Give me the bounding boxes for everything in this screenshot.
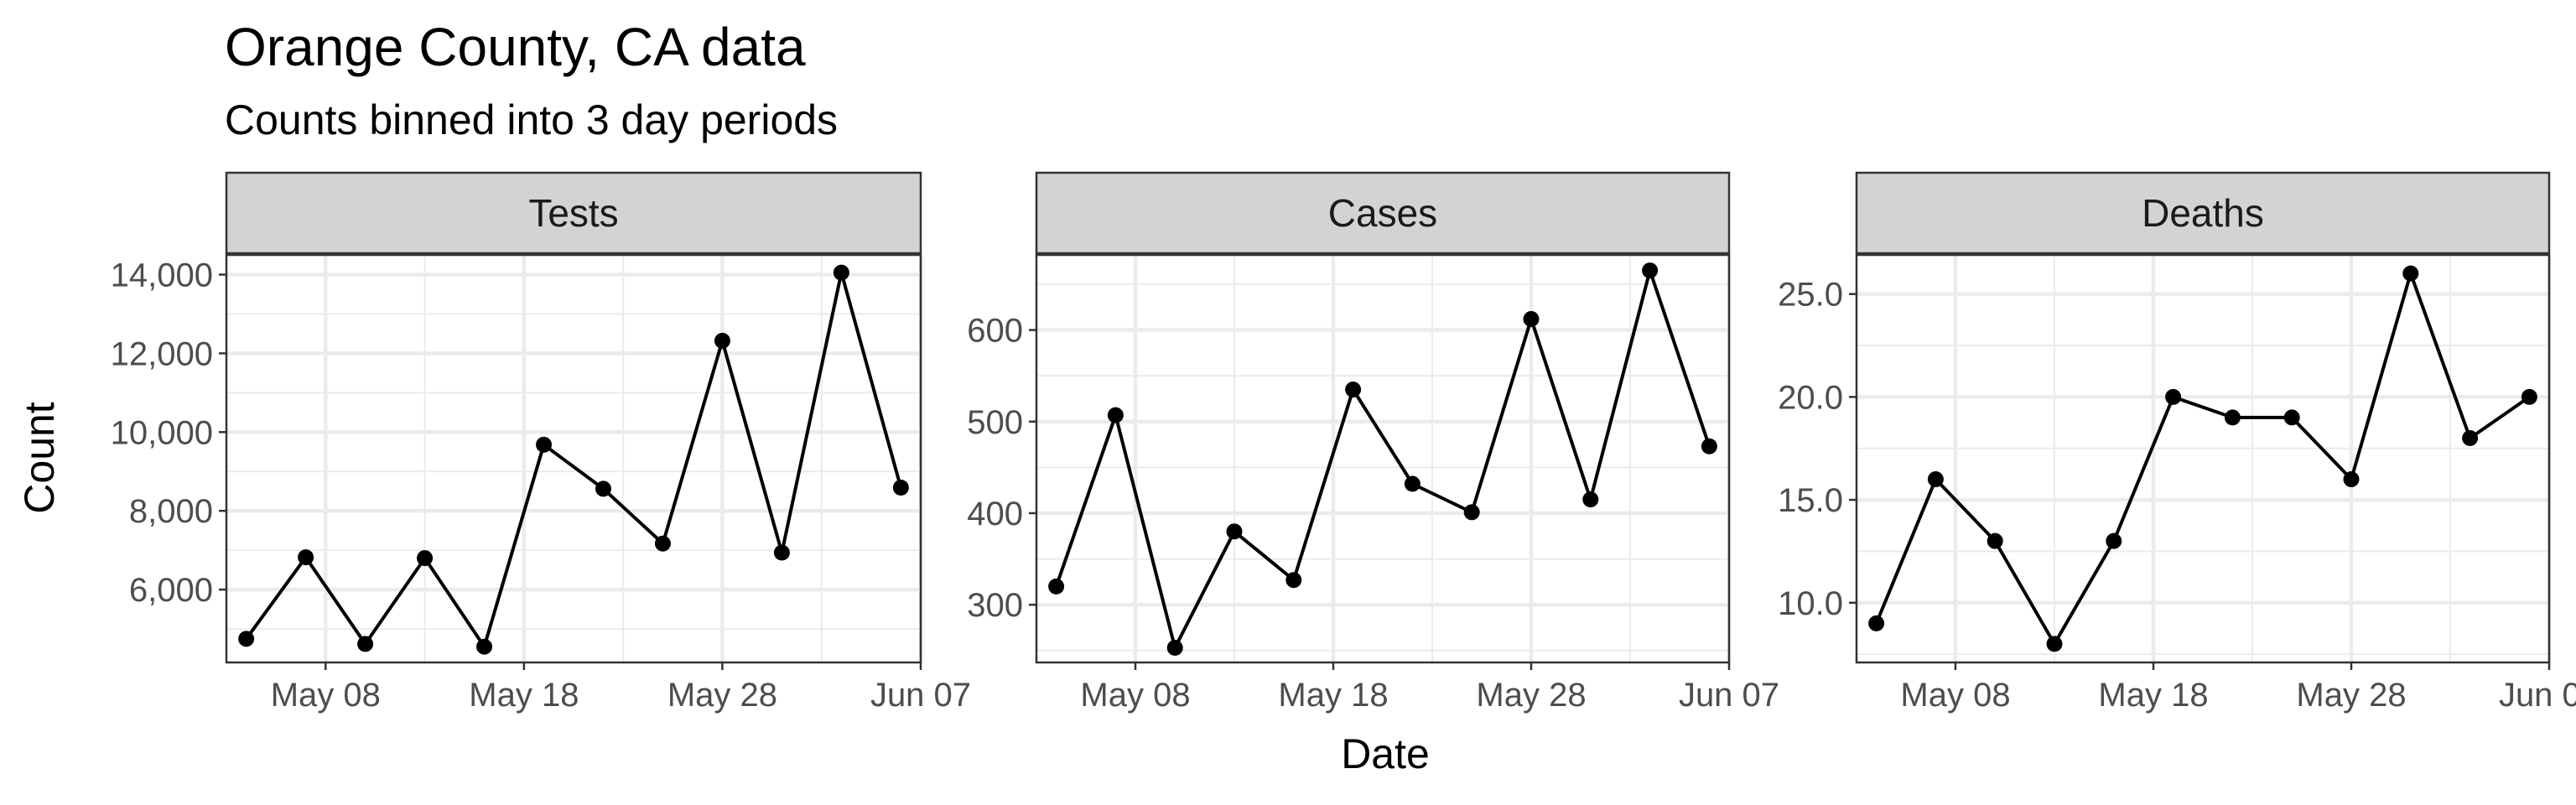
- data-point: [536, 436, 553, 453]
- series-line-cases: [1054, 268, 1711, 650]
- x-tick-label: May 18: [1278, 677, 1388, 714]
- data-point: [417, 550, 434, 567]
- data-point: [2402, 265, 2419, 282]
- data-point: [238, 631, 255, 647]
- y-tick-label: 6,000: [129, 572, 213, 609]
- data-point: [773, 544, 790, 561]
- plot-background: [1857, 255, 2549, 662]
- data-point: [654, 535, 671, 552]
- data-point: [1987, 532, 2003, 549]
- y-tick-label: 400: [967, 496, 1023, 532]
- x-tick-label: Jun 07: [870, 677, 971, 714]
- y-tick-label: 10,000: [111, 414, 213, 451]
- chart-title: Orange County, CA data: [225, 17, 806, 77]
- y-tick-label: 25.0: [1778, 277, 1843, 314]
- chart-subtitle: Counts binned into 3 day periods: [225, 96, 838, 143]
- y-tick-label: 500: [967, 404, 1023, 441]
- data-point: [1868, 615, 1885, 631]
- y-tick-label: 300: [967, 587, 1023, 624]
- x-axis-title: Date: [1341, 730, 1430, 777]
- data-point: [1523, 310, 1540, 327]
- data-point: [892, 480, 909, 496]
- data-point: [2106, 532, 2122, 549]
- x-tick-label: May 28: [2296, 677, 2406, 714]
- data-point: [357, 636, 374, 652]
- x-tick-label: May 08: [1080, 677, 1190, 714]
- x-tick-label: May 18: [2098, 677, 2208, 714]
- panel-tests: Tests 6,000 8,000 10,000 12,000 14,000 May 08 M…: [111, 171, 971, 714]
- plot-background: [226, 255, 921, 662]
- data-point: [595, 480, 611, 497]
- x-tick-label: Jun 07: [2499, 677, 2576, 714]
- y-tick-label: 12,000: [111, 335, 213, 372]
- x-tick-label: May 08: [271, 677, 381, 714]
- facet-strip-label: Tests: [528, 191, 618, 235]
- data-point: [1107, 407, 1124, 423]
- data-point: [298, 549, 314, 566]
- x-tick-label: May 08: [1900, 677, 2010, 714]
- x-tick-label: May 28: [667, 677, 777, 714]
- data-point: [2046, 636, 2063, 652]
- data-point: [1701, 438, 1717, 454]
- data-point: [1404, 475, 1420, 492]
- data-point: [2343, 471, 2360, 488]
- series-line-deaths: [1874, 272, 2531, 646]
- facet-strip-label: Deaths: [2142, 191, 2264, 235]
- x-tick-label: May 18: [469, 677, 579, 714]
- data-point: [1582, 491, 1599, 508]
- panel-border: [225, 253, 922, 664]
- data-point: [1166, 640, 1183, 657]
- plot-background: [1036, 255, 1729, 662]
- panel-deaths: Deaths 10.0 15.0 20.0 25.0 May 08 May 18 May 28…: [1778, 171, 2576, 714]
- data-point: [2165, 388, 2182, 405]
- panel-border: [1855, 253, 2551, 664]
- y-axis-title: Count: [16, 402, 63, 514]
- x-tick-label: Jun 07: [1679, 677, 1779, 714]
- y-tick-label: 10.0: [1778, 585, 1843, 622]
- data-point: [833, 264, 849, 281]
- data-point: [2283, 409, 2300, 426]
- data-point: [1642, 262, 1659, 279]
- x-tick-label: May 28: [1476, 677, 1586, 714]
- panel-border: [1035, 253, 1731, 664]
- facet-strip: [225, 171, 922, 255]
- data-point: [1345, 382, 1362, 398]
- facet-panels: Tests 6,000 8,000 10,000 12,000 14,000 May 08 M…: [111, 171, 2576, 714]
- panel-cases: Cases 300 400 500 600 May 08 May 18 May 28 Jun 0…: [967, 171, 1779, 714]
- y-tick-label: 600: [967, 313, 1023, 350]
- data-point: [2224, 409, 2241, 426]
- y-tick-label: 14,000: [111, 257, 213, 293]
- series-line-tests: [245, 271, 903, 649]
- facet-strip: [1035, 171, 1731, 255]
- facet-strip: [1855, 171, 2551, 255]
- data-point: [1048, 578, 1065, 595]
- facet-strip-label: Cases: [1328, 191, 1437, 235]
- data-point: [1463, 504, 1480, 521]
- data-point: [1285, 572, 1302, 589]
- y-tick-label: 15.0: [1778, 482, 1843, 519]
- data-point: [714, 332, 730, 349]
- data-point: [2462, 429, 2479, 446]
- data-point: [2521, 388, 2537, 405]
- y-tick-label: 8,000: [129, 493, 213, 530]
- y-tick-label: 20.0: [1778, 379, 1843, 416]
- data-point: [1226, 523, 1243, 540]
- data-point: [476, 638, 493, 655]
- data-point: [1927, 471, 1944, 488]
